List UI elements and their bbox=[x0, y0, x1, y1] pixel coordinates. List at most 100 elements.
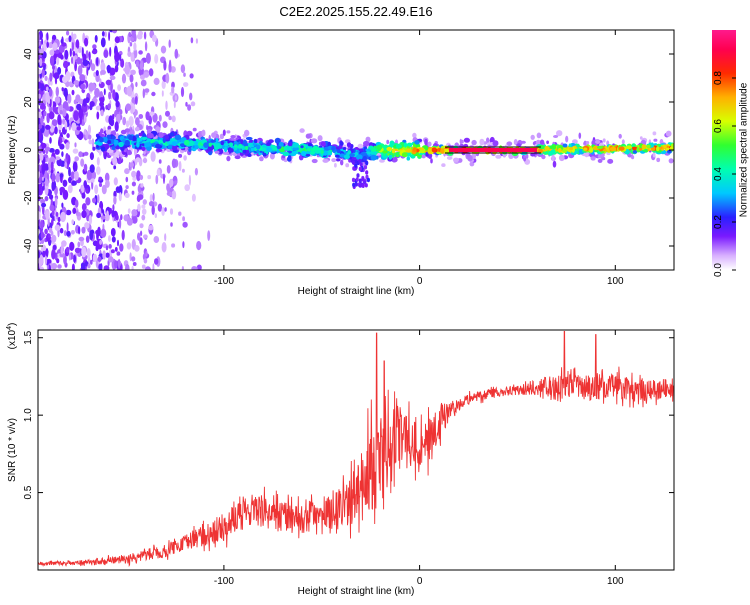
spectrogram-noise-cell bbox=[104, 172, 110, 182]
spectrogram-ridge-cell bbox=[230, 135, 236, 139]
spectrogram-noise-cell bbox=[152, 263, 155, 270]
spectrogram-noise-cell bbox=[168, 115, 172, 121]
spectrogram-noise-cell bbox=[40, 102, 46, 110]
spectrogram-ridge-cell bbox=[321, 141, 326, 147]
spectrogram-ridge-cell bbox=[349, 153, 355, 158]
spectrogram-noise-cell bbox=[71, 180, 77, 186]
spectrogram-noise-cell bbox=[78, 236, 85, 242]
spectrogram-x-tick-label: 100 bbox=[607, 276, 624, 287]
spectrogram-ridge-cell bbox=[252, 142, 257, 146]
spectrogram-noise-cell bbox=[49, 137, 52, 144]
spectrogram-ridge-cell bbox=[222, 151, 230, 155]
spectrogram-faint-cell bbox=[565, 135, 569, 143]
spectrogram-noise-cell bbox=[90, 82, 96, 91]
spectrogram-noise-cell bbox=[121, 229, 125, 241]
spectrogram-noise-cell bbox=[92, 197, 96, 204]
spectrogram-ridge-cell bbox=[188, 147, 192, 152]
spectrogram-ridge-cell bbox=[198, 145, 203, 149]
spectrogram-ridge-cell bbox=[274, 137, 281, 144]
spectrogram-noise-cell bbox=[104, 31, 107, 38]
spectrogram-noise-cell bbox=[57, 264, 62, 269]
spectrogram-faint-cell bbox=[269, 152, 275, 160]
spectrogram-noise-cell bbox=[87, 263, 91, 269]
spectrogram-noise-cell bbox=[96, 212, 101, 219]
spectrogram-noise-cell bbox=[51, 173, 56, 182]
spectrogram-noise-cell bbox=[87, 124, 91, 135]
spectrogram-ridge-cell bbox=[405, 148, 412, 153]
spectrogram-noise-cell bbox=[49, 204, 55, 212]
spectrogram-noise-cell bbox=[92, 44, 97, 50]
spectrogram-ridge-cell bbox=[389, 140, 395, 147]
spectrogram-faint-cell bbox=[535, 139, 541, 146]
spectrogram-ridge-cell bbox=[215, 143, 221, 148]
spectrogram-ridge-cell bbox=[589, 147, 594, 153]
spectrogram-noise-cell bbox=[100, 62, 106, 72]
spectrogram-noise-cell bbox=[91, 178, 95, 183]
spectrogram-noise-cell bbox=[182, 241, 185, 249]
spectrogram-noise-cell bbox=[74, 47, 78, 56]
spectrogram-ridge-cell bbox=[147, 132, 154, 139]
spectrogram-faint-cell bbox=[424, 138, 428, 146]
spectrogram-noise-cell bbox=[131, 216, 138, 224]
spectrogram-noise-cell bbox=[54, 126, 58, 135]
spectrogram-y-tick-label: 40 bbox=[23, 48, 34, 60]
spectrogram-noise-cell bbox=[105, 79, 112, 86]
spectrogram-noise-cell bbox=[139, 223, 144, 229]
spectrogram-ridge-cell bbox=[158, 132, 164, 138]
spectrogram-noise-cell bbox=[73, 110, 79, 122]
spectrogram-noise-cell bbox=[195, 38, 198, 44]
spectrogram-faint-cell bbox=[631, 155, 635, 160]
spectrogram-noise-cell bbox=[145, 111, 150, 121]
spectrogram-ridge-cell bbox=[431, 147, 437, 153]
spectrogram-faint-cell bbox=[583, 140, 587, 145]
spectrogram-faint-cell bbox=[226, 155, 231, 162]
spectrogram-noise-cell bbox=[80, 262, 85, 269]
spectrogram-faint-cell bbox=[334, 163, 337, 168]
spectrogram-ridge-cell bbox=[224, 146, 228, 153]
spectrogram-faint-cell bbox=[656, 157, 661, 163]
colorbar-tick-label: 0.8 bbox=[713, 71, 724, 85]
spectrogram-noise-cell bbox=[59, 143, 65, 150]
spectrogram-ridge-cell bbox=[316, 147, 323, 151]
spectrogram-faint-cell bbox=[486, 137, 490, 143]
spectrogram-noise-cell bbox=[111, 209, 115, 218]
spectrogram-noise-cell bbox=[173, 101, 176, 109]
spectrogram-ridge-cell bbox=[135, 134, 140, 139]
spectrogram-noise-cell bbox=[83, 128, 87, 135]
spectrogram-ridge-cell bbox=[440, 148, 445, 154]
spectrogram-noise-cell bbox=[170, 222, 173, 227]
spectrogram-noise-cell bbox=[108, 91, 112, 100]
spectrogram-noise-cell bbox=[45, 125, 51, 130]
spectrogram-ridge-cell bbox=[656, 146, 660, 152]
spectrogram-ridge-cell bbox=[549, 145, 554, 149]
spectrogram-noise-cell bbox=[64, 120, 68, 130]
spectrogram-noise-cell bbox=[149, 194, 153, 202]
spectrogram-noise-cell bbox=[142, 199, 147, 205]
spectrogram-ridge-cell bbox=[171, 141, 178, 147]
snr-series-line bbox=[38, 331, 674, 568]
spectrogram-noise-cell bbox=[147, 175, 152, 180]
spectrogram-ridge-cell bbox=[403, 142, 408, 148]
spectrogram-ridge-cell bbox=[281, 155, 286, 159]
spectrogram-noise-cell bbox=[99, 97, 105, 102]
spectrogram-ridge-cell bbox=[211, 132, 217, 138]
spectrogram-noise-cell bbox=[124, 192, 130, 198]
spectrogram-noise-cell bbox=[56, 258, 60, 264]
spectrogram-noise-cell bbox=[61, 151, 64, 158]
spectrogram-noise-cell bbox=[119, 109, 123, 115]
spectrogram-faint-cell bbox=[317, 135, 323, 142]
spectrogram-noise-cell bbox=[160, 45, 167, 54]
spectrogram-noise-cell bbox=[135, 81, 138, 88]
spectrogram-noise-cell bbox=[65, 142, 70, 150]
spectrogram-ridge-cell bbox=[300, 145, 304, 149]
spectrogram-ridge-cell bbox=[338, 145, 343, 149]
spectrogram-noise-cell bbox=[52, 64, 55, 71]
spectrogram-noise-cell bbox=[74, 60, 77, 72]
spectrogram-noise-cell bbox=[135, 60, 139, 68]
spectrogram-ridge-cell bbox=[174, 134, 182, 141]
spectrogram-streak-cell bbox=[366, 177, 370, 183]
spectrogram-noise-cell bbox=[66, 30, 70, 36]
spectrogram-noise-cell bbox=[89, 230, 94, 241]
spectrogram-noise-cell bbox=[45, 248, 49, 258]
colorbar-label: Normalized spectral amplitude bbox=[739, 82, 750, 217]
